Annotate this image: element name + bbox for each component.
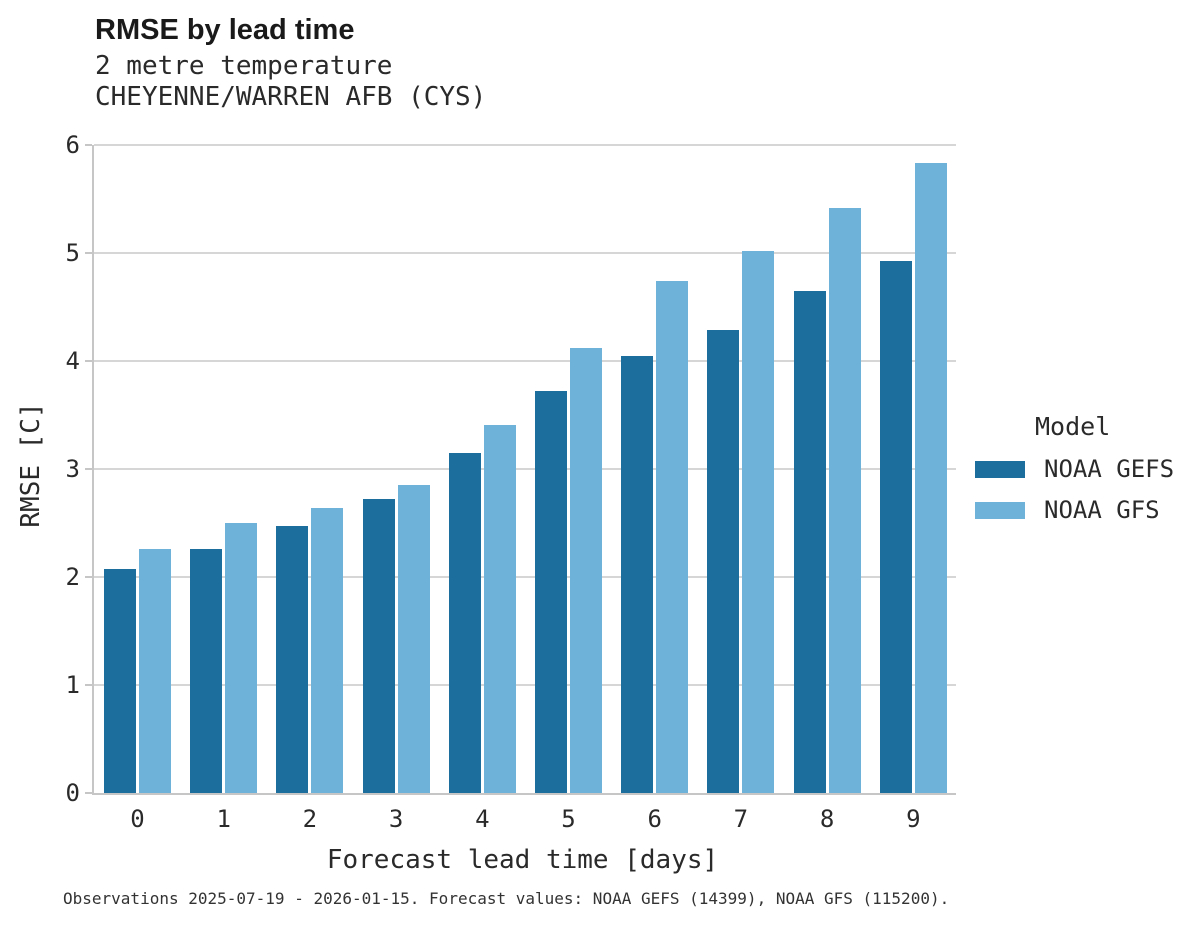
x-tick-label-6: 6 [647,805,662,833]
legend-swatch-gfs-icon [975,501,1025,519]
gridline-y-4 [94,360,956,362]
y-tick-mark-4 [85,360,92,362]
legend-title: Model [1035,412,1111,441]
gridline-y-3 [94,468,956,470]
legend: Model NOAA GEFS NOAA GFS [975,412,1174,537]
legend-label-gefs: NOAA GEFS [1044,455,1175,483]
bar-noaa-gefs-lead-0 [104,569,136,793]
x-axis-line [92,793,956,795]
x-tick-label-0: 0 [130,805,145,833]
y-tick-label-4: 4 [65,347,80,375]
bar-noaa-gefs-lead-6 [621,355,654,793]
bar-noaa-gefs-lead-9 [879,260,912,793]
bar-noaa-gfs-lead-0 [139,548,171,793]
bar-noaa-gfs-lead-4 [483,424,516,793]
bar-noaa-gefs-lead-4 [448,452,481,793]
bar-noaa-gefs-lead-2 [276,526,309,793]
bar-noaa-gfs-lead-9 [914,163,947,793]
bar-noaa-gefs-lead-1 [190,548,223,793]
bar-noaa-gefs-lead-7 [707,329,740,793]
bar-noaa-gfs-lead-1 [225,523,258,793]
legend-row-gfs: NOAA GFS [975,496,1174,524]
x-tick-label-4: 4 [475,805,490,833]
gridline-y-6 [94,144,956,146]
bar-noaa-gefs-lead-8 [793,290,826,793]
y-tick-label-6: 6 [65,131,80,159]
x-tick-label-8: 8 [819,805,835,833]
bar-noaa-gfs-lead-7 [742,250,775,793]
y-axis-line [92,145,94,795]
y-tick-mark-1 [85,684,92,686]
y-tick-mark-3 [85,468,92,470]
legend-swatch-gefs-icon [975,460,1025,478]
bar-noaa-gefs-lead-3 [362,499,395,793]
legend-label-gfs: NOAA GFS [1044,496,1160,524]
bar-noaa-gfs-lead-8 [828,207,861,793]
y-tick-label-2: 2 [65,563,80,591]
legend-row-gefs: NOAA GEFS [975,455,1174,483]
bar-noaa-gfs-lead-5 [570,348,602,793]
chart-subtitle-line-1: 2 metre temperature [95,51,393,81]
plot-area [85,144,956,795]
chart-subtitle-line-2: CHEYENNE/WARREN AFB (CYS) [95,82,487,112]
y-tick-mark-0 [85,792,92,794]
bar-noaa-gefs-lead-5 [535,391,567,793]
x-tick-label-9: 9 [906,805,921,833]
chart-title: RMSE by lead time [95,14,355,46]
gridline-y-1 [94,684,956,686]
y-tick-label-0: 0 [65,779,80,807]
gridline-y-2 [94,576,956,578]
x-tick-label-2: 2 [302,805,318,833]
x-axis-title: Forecast lead time [days] [326,845,719,875]
y-tick-mark-6 [85,144,92,146]
footer-caption: Observations 2025-07-19 - 2026-01-15. Fo… [63,889,950,908]
x-tick-label-1: 1 [216,805,231,833]
y-tick-mark-5 [85,252,92,254]
y-tick-label-5: 5 [65,239,80,267]
y-tick-label-3: 3 [65,455,80,483]
y-tick-label-1: 1 [65,671,80,699]
x-tick-label-3: 3 [388,805,404,833]
bar-noaa-gfs-lead-6 [656,281,689,793]
bar-noaa-gfs-lead-2 [311,507,344,793]
x-tick-label-7: 7 [733,805,749,833]
chart-subtitle: 2 metre temperature CHEYENNE/WARREN AFB (… [95,51,486,113]
gridline-y-5 [94,252,956,254]
x-tick-label-5: 5 [561,805,576,833]
y-tick-mark-2 [85,576,92,578]
bar-noaa-gfs-lead-3 [397,485,430,793]
